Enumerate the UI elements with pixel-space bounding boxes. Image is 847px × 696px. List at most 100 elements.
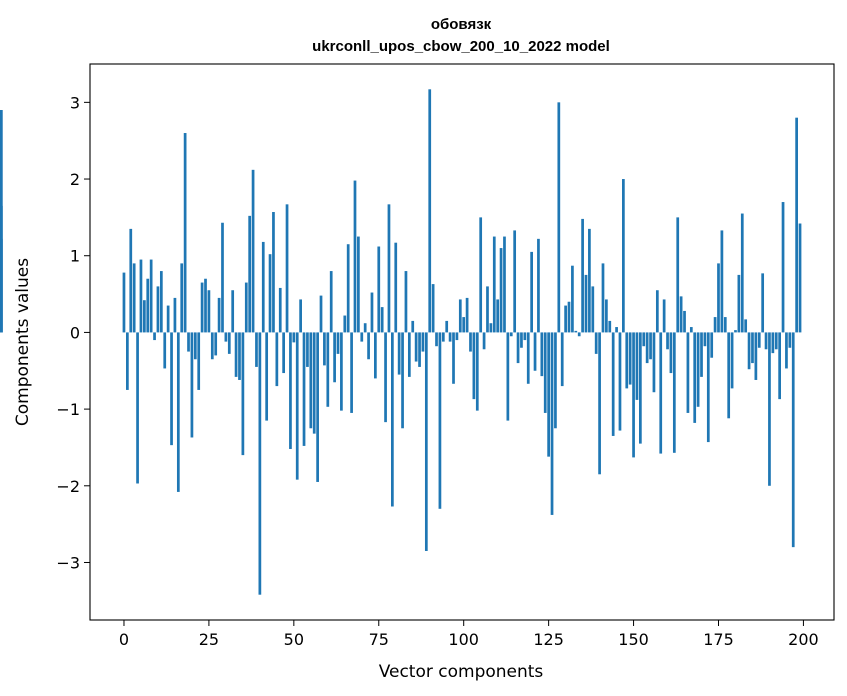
bar-20 [190, 332, 194, 438]
bar-54 [306, 332, 309, 367]
bar-23 [200, 282, 204, 333]
bar-118 [523, 332, 527, 341]
bar-193 [778, 332, 781, 400]
bar-183 [744, 319, 748, 333]
bar-101 [465, 297, 469, 333]
bar-174 [713, 317, 717, 333]
bar-87 [418, 332, 421, 367]
bar-103 [472, 332, 476, 400]
bar-94 [441, 332, 445, 342]
bar-86 [414, 332, 418, 362]
bar-88 [421, 332, 425, 352]
bar-105 [479, 217, 483, 333]
bar-196 [788, 332, 792, 348]
bar-134 [577, 332, 581, 337]
bar-126 [550, 332, 554, 515]
bar-123 [540, 332, 544, 377]
bar-173 [710, 332, 714, 358]
x-tick-label: 175 [703, 630, 734, 649]
bar-122 [537, 238, 540, 333]
bar-108 [489, 323, 493, 333]
bar-138 [591, 286, 595, 333]
bar-62 [333, 332, 336, 383]
x-tick-label: 100 [448, 630, 479, 649]
bar-117 [520, 332, 523, 348]
x-tick-label: 25 [199, 630, 219, 649]
bar-97 [452, 332, 455, 384]
bar-125 [547, 332, 550, 457]
bar-95 [445, 320, 449, 333]
y-tick-label: −3 [56, 553, 80, 572]
bar-170 [700, 332, 703, 377]
bar-107 [486, 286, 489, 333]
bar-127 [554, 332, 557, 429]
bar-158 [659, 332, 663, 454]
bar-163 [676, 217, 680, 333]
bar-96 [448, 332, 452, 342]
bar-199 [798, 223, 802, 333]
bar-130 [564, 305, 567, 333]
bar-195 [785, 332, 788, 369]
bar-144 [611, 332, 615, 436]
bar-39 [255, 332, 258, 367]
bar-116 [516, 332, 520, 364]
bar-76 [380, 307, 384, 333]
bar-2 [129, 228, 133, 333]
bar-67 [350, 332, 353, 413]
bar-9 [153, 332, 156, 341]
bar-66 [346, 244, 350, 333]
bar-71 [363, 323, 367, 333]
bar-84 [407, 332, 411, 377]
bar-13 [166, 305, 170, 333]
bar-69 [357, 236, 360, 333]
bar-37 [248, 215, 252, 333]
bar-98 [455, 332, 459, 341]
bar-31 [227, 332, 231, 354]
bar-57 [316, 332, 319, 482]
bar-131 [567, 301, 571, 333]
bar-179 [730, 332, 734, 389]
bar-undefined [0, 110, 3, 333]
bar-150 [632, 332, 635, 458]
bar-119 [526, 332, 530, 384]
x-tick-label: 150 [618, 630, 649, 649]
bar-129 [560, 332, 564, 387]
bar-49 [289, 332, 292, 449]
x-axis-label: Vector components [379, 662, 544, 682]
bar-6 [143, 300, 146, 333]
bar-133 [574, 330, 578, 333]
bar-0 [122, 272, 126, 333]
y-tick-label: −1 [56, 400, 80, 419]
bar-99 [458, 299, 462, 333]
bar-162 [672, 332, 676, 453]
bar-104 [475, 332, 479, 411]
bar-60 [326, 332, 330, 407]
bar-14 [170, 332, 173, 446]
bar-175 [717, 263, 720, 333]
bar-47 [282, 332, 285, 374]
bar-61 [329, 271, 333, 333]
bar-78 [387, 204, 391, 333]
bar-30 [224, 332, 228, 342]
bar-40 [258, 332, 262, 595]
y-tick-label: 3 [70, 93, 80, 112]
bar-68 [353, 180, 357, 333]
bar-63 [336, 332, 340, 354]
x-tick-label: 50 [284, 630, 304, 649]
bar-22 [197, 332, 201, 390]
bar-85 [411, 320, 415, 333]
bar-1 [126, 332, 129, 390]
bar-141 [601, 263, 605, 333]
bar-80 [394, 242, 398, 333]
bar-115 [513, 230, 517, 333]
bar-190 [768, 332, 771, 486]
bar-178 [727, 332, 731, 419]
bar-3 [132, 263, 136, 333]
bar-156 [652, 332, 656, 393]
bar-124 [543, 332, 547, 413]
bar-148 [625, 332, 629, 389]
bar-191 [771, 332, 775, 354]
bar-51 [295, 332, 299, 480]
bar-58 [319, 295, 323, 333]
